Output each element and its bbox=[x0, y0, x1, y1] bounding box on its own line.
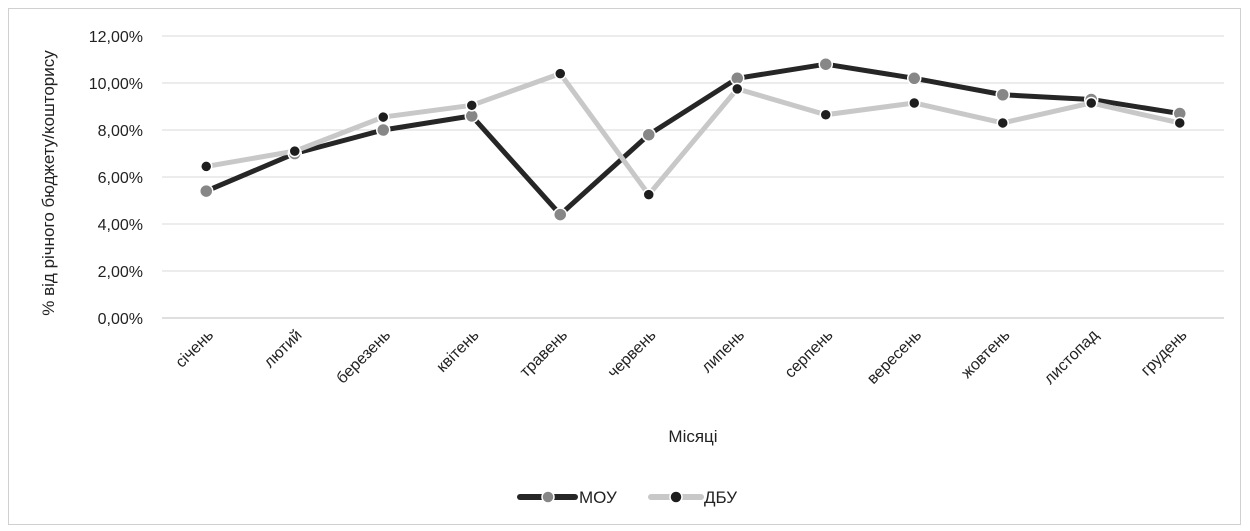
legend-swatch-marker-series-1 bbox=[541, 490, 555, 504]
x-axis-tick-labels: січень лютий березень квітень травень червень… bbox=[173, 326, 1191, 387]
legend-item-series-2: ДБУ bbox=[648, 488, 737, 507]
y-tick-label: 6,00% bbox=[98, 170, 143, 187]
series-2-point bbox=[642, 188, 655, 201]
y-tick-label: 0,00% bbox=[98, 311, 143, 328]
series-1-point bbox=[553, 207, 568, 222]
x-tick-label: червень bbox=[605, 327, 660, 382]
series-2-point bbox=[908, 96, 921, 110]
x-tick-label: лютий bbox=[261, 327, 306, 372]
series-line-1 bbox=[203, 61, 1183, 218]
x-tick-label: листопад bbox=[1041, 326, 1102, 387]
series-2-point bbox=[819, 108, 832, 121]
series-1-point bbox=[641, 127, 656, 142]
series-1-point bbox=[995, 87, 1010, 102]
series-1-point bbox=[818, 56, 833, 72]
y-tick-label: 2,00% bbox=[98, 264, 143, 281]
series-markers bbox=[199, 56, 1187, 222]
series-1-point bbox=[907, 71, 922, 86]
series-lines bbox=[203, 61, 1183, 218]
y-tick-label: 10,00% bbox=[89, 76, 143, 93]
x-tick-label: липень bbox=[699, 327, 749, 377]
x-tick-label: жовтень bbox=[958, 327, 1013, 382]
y-axis-tick-labels: 0,00% 2,00% 4,00% 6,00% 8,00% 10,00% 12,00% bbox=[89, 29, 143, 328]
x-tick-label: травень bbox=[517, 327, 571, 381]
series-2-point bbox=[288, 144, 301, 158]
gridlines bbox=[162, 35, 1224, 319]
legend-swatch-marker-series-2 bbox=[669, 490, 683, 504]
series-2-point bbox=[200, 160, 213, 173]
series-2-point bbox=[996, 116, 1009, 130]
x-tick-label: березень bbox=[334, 327, 395, 388]
series-2-point bbox=[731, 82, 744, 96]
series-2-point bbox=[1085, 96, 1098, 110]
legend: МОУ ДБУ bbox=[517, 488, 737, 507]
y-axis-title: % від річного бюджету/кошторису bbox=[39, 50, 58, 316]
legend-item-series-1: МОУ bbox=[517, 488, 617, 507]
x-tick-label: грудень bbox=[1138, 327, 1191, 380]
x-tick-label: вересень bbox=[864, 327, 925, 388]
y-tick-label: 12,00% bbox=[89, 29, 143, 46]
x-axis-title: Місяці bbox=[668, 427, 717, 446]
x-tick-label: січень bbox=[173, 327, 218, 372]
y-tick-label: 8,00% bbox=[98, 123, 143, 140]
series-2-point bbox=[1173, 116, 1186, 130]
chart-frame bbox=[8, 8, 1241, 525]
x-tick-label: серпень bbox=[782, 327, 837, 382]
legend-label-series-2: ДБУ bbox=[704, 488, 737, 507]
series-2-point bbox=[465, 99, 478, 112]
series-1-point bbox=[199, 183, 214, 199]
series-1-point bbox=[376, 122, 391, 138]
series-2-point bbox=[377, 110, 390, 124]
series-2-point bbox=[554, 67, 567, 80]
series-line-2 bbox=[203, 71, 1183, 198]
x-tick-label: квітень bbox=[434, 327, 483, 376]
legend-label-series-1: МОУ bbox=[579, 488, 617, 507]
y-tick-label: 4,00% bbox=[98, 217, 143, 234]
